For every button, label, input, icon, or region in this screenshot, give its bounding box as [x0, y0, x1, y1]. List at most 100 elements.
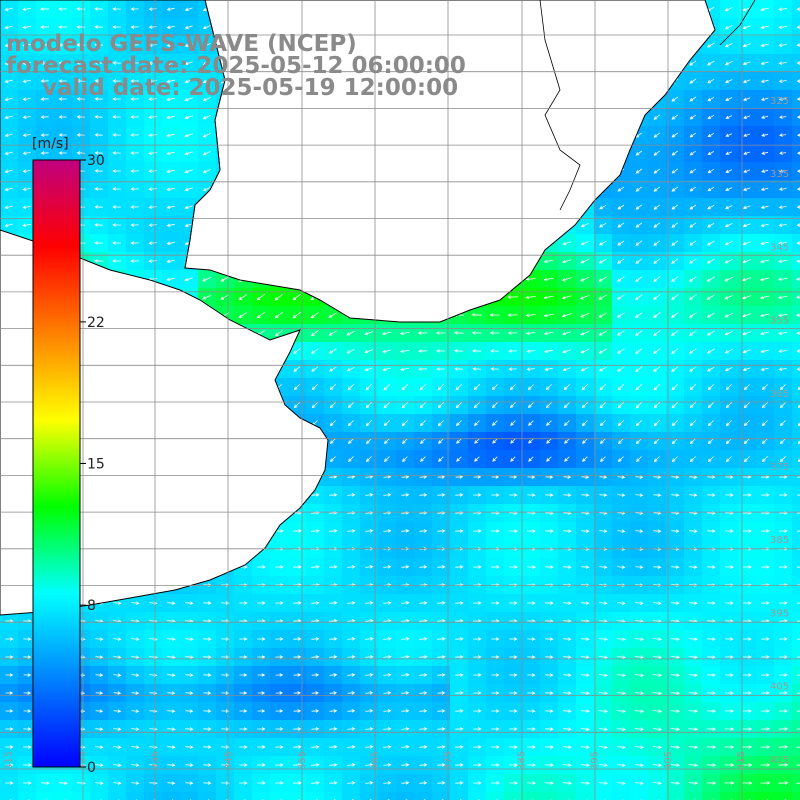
wind-arrow — [347, 384, 355, 391]
wind-arrow — [671, 204, 679, 210]
wind-arrow — [202, 276, 212, 282]
wind-arrow — [581, 565, 590, 569]
wind-arrow — [473, 601, 482, 605]
wind-arrow — [543, 259, 554, 264]
wind-arrow — [653, 114, 661, 120]
wind-arrow — [455, 420, 462, 426]
wind-arrow — [148, 259, 157, 263]
wind-arrow — [166, 223, 175, 227]
wind-arrow — [293, 348, 301, 354]
wind-arrow — [22, 151, 31, 155]
wind-arrow — [653, 222, 661, 228]
wind-arrow — [688, 330, 697, 336]
wind-arrow — [203, 763, 212, 767]
wind-arrow — [761, 475, 770, 479]
wind-arrow — [724, 727, 735, 731]
wind-arrow — [563, 691, 572, 695]
wind-arrow — [760, 259, 770, 264]
wind-arrow — [796, 187, 800, 191]
wind-arrow — [311, 763, 320, 767]
wind-arrow — [472, 349, 482, 353]
wind-arrow — [797, 404, 800, 409]
wind-arrow — [148, 79, 157, 83]
wind-arrow — [185, 691, 194, 695]
wind-arrow — [796, 43, 800, 47]
wind-arrow — [760, 529, 770, 533]
wind-arrow — [329, 727, 338, 731]
wind-arrow — [760, 61, 769, 66]
wind-arrow — [742, 7, 751, 12]
wind-arrow — [724, 367, 733, 372]
wind-arrow — [22, 25, 31, 29]
wind-arrow — [293, 673, 302, 677]
wind-arrow — [437, 384, 445, 391]
wind-arrow — [544, 367, 553, 371]
wind-arrow — [112, 151, 121, 155]
wind-arrow — [310, 330, 319, 336]
wind-arrow — [131, 637, 140, 641]
wind-arrow — [166, 79, 175, 84]
wind-arrow — [23, 655, 32, 659]
wind-arrow — [437, 763, 446, 767]
wind-arrow — [95, 691, 104, 695]
wind-arrow — [472, 367, 481, 371]
field-cell — [792, 756, 800, 775]
wind-arrow — [598, 655, 608, 659]
wind-arrow — [724, 330, 733, 336]
wind-arrow — [671, 96, 679, 102]
wind-arrow — [293, 384, 300, 391]
wind-arrow — [528, 438, 534, 444]
wind-arrow — [761, 438, 768, 445]
wind-arrow — [40, 61, 49, 65]
wind-arrow — [743, 402, 750, 409]
wind-arrow — [130, 259, 139, 263]
wind-arrow — [166, 25, 175, 29]
wind-arrow — [598, 781, 608, 785]
wind-arrow — [796, 764, 800, 766]
wind-arrow — [671, 366, 679, 372]
wind-arrow — [653, 258, 661, 264]
field-cell — [666, 792, 685, 800]
wind-arrow — [184, 223, 193, 228]
field-cell — [792, 702, 800, 721]
wind-arrow — [796, 79, 800, 83]
field-cell — [792, 738, 800, 757]
wind-arrow — [365, 475, 374, 479]
wind-arrow — [22, 223, 31, 227]
wind-arrow — [707, 204, 715, 210]
wind-arrow — [743, 151, 751, 155]
wind-arrow — [545, 727, 554, 731]
wind-arrow — [509, 691, 518, 695]
wind-arrow — [417, 331, 428, 335]
wind-arrow — [635, 529, 644, 533]
wind-arrow — [653, 348, 661, 354]
wind-arrow — [617, 601, 626, 605]
wind-arrow — [509, 673, 518, 677]
field-cell — [450, 792, 469, 800]
field-cell — [792, 522, 800, 541]
wind-arrow — [670, 637, 680, 641]
wind-arrow — [329, 619, 338, 623]
wind-arrow — [742, 367, 751, 372]
wind-arrow — [742, 277, 752, 282]
wind-arrow — [634, 781, 644, 785]
wind-arrow — [148, 241, 157, 245]
wind-arrow — [761, 601, 770, 605]
wind-arrow — [635, 330, 643, 336]
wind-arrow — [635, 475, 644, 479]
wind-arrow — [401, 420, 408, 427]
wind-arrow — [689, 132, 697, 138]
wind-arrow — [689, 565, 698, 569]
grid-label-right: 355 — [770, 316, 789, 327]
wind-arrow — [760, 241, 769, 246]
wind-arrow — [401, 781, 410, 785]
wind-arrow — [383, 438, 390, 444]
wind-arrow — [689, 402, 696, 409]
wind-arrow — [761, 456, 768, 463]
wind-arrow — [797, 476, 800, 478]
wind-arrow — [563, 655, 572, 659]
wind-arrow — [507, 331, 518, 335]
wind-arrow — [401, 493, 410, 497]
colorbar-gradient — [32, 159, 81, 768]
wind-arrow — [76, 7, 86, 11]
